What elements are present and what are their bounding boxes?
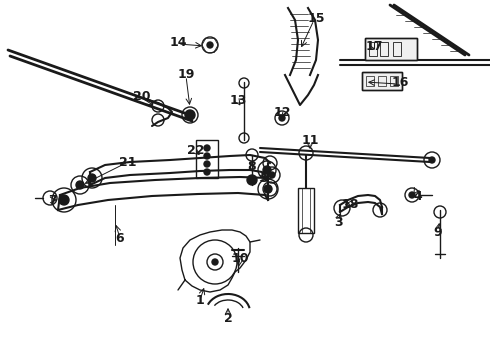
Text: 11: 11 [301, 134, 319, 147]
Text: 7: 7 [48, 194, 56, 207]
Bar [196, 140, 218, 178]
Text: 6: 6 [116, 231, 124, 244]
Circle shape [88, 174, 96, 182]
Bar [365, 38, 417, 60]
Text: 2: 2 [223, 311, 232, 324]
Circle shape [204, 169, 210, 175]
Text: 8: 8 [247, 159, 256, 172]
Text: 1: 1 [196, 293, 204, 306]
Circle shape [185, 110, 195, 120]
Text: 9: 9 [434, 225, 442, 238]
Circle shape [279, 115, 285, 121]
Text: 5: 5 [260, 171, 269, 184]
Bar [302, 188, 310, 233]
Text: 14: 14 [169, 36, 187, 49]
Text: 4: 4 [414, 189, 422, 202]
Circle shape [204, 153, 210, 159]
Bar [393, 42, 401, 56]
Circle shape [204, 161, 210, 167]
Text: 19: 19 [177, 68, 195, 81]
Bar [362, 72, 402, 90]
Text: 10: 10 [231, 252, 249, 265]
Bar [369, 42, 377, 56]
Bar [365, 38, 417, 60]
Circle shape [429, 157, 435, 163]
Circle shape [59, 195, 69, 205]
Text: 22: 22 [187, 144, 205, 157]
Bar [380, 42, 388, 56]
Bar [378, 76, 386, 86]
Circle shape [247, 175, 257, 185]
Text: 20: 20 [133, 90, 151, 103]
Circle shape [212, 259, 218, 265]
Text: 17: 17 [365, 40, 383, 53]
Circle shape [409, 192, 415, 198]
Circle shape [76, 181, 84, 189]
Bar [390, 76, 398, 86]
Text: 18: 18 [342, 198, 359, 211]
Circle shape [269, 172, 275, 178]
Circle shape [204, 145, 210, 151]
Bar [298, 188, 314, 233]
Text: 21: 21 [119, 156, 137, 168]
Bar [362, 72, 402, 90]
Text: 15: 15 [307, 12, 325, 24]
Text: 13: 13 [229, 94, 246, 107]
Circle shape [263, 166, 271, 174]
Bar [366, 76, 374, 86]
Circle shape [264, 185, 272, 193]
Circle shape [207, 42, 213, 48]
Text: 16: 16 [392, 76, 409, 89]
Text: 12: 12 [273, 105, 291, 118]
Text: 3: 3 [334, 216, 343, 229]
